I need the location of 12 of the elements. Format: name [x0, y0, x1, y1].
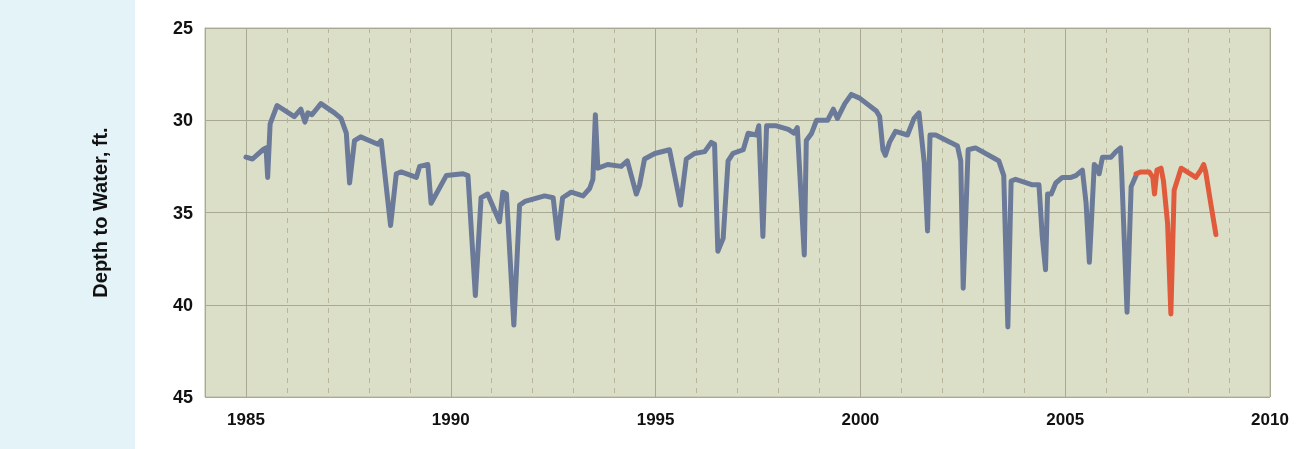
x-tick-label: 1985: [227, 410, 265, 429]
y-tick-label: 40: [172, 294, 193, 315]
y-tick-label: 35: [172, 202, 193, 223]
x-tick-label: 2000: [841, 410, 880, 429]
x-tick-label: 1990: [431, 410, 470, 429]
x-tick-label: 2010: [1251, 410, 1289, 429]
y-axis-title: Depth to Water, ft.: [89, 127, 111, 298]
x-tick-label: 1995: [636, 410, 675, 429]
y-tick-label: 30: [172, 110, 193, 131]
y-tick-label: 45: [172, 387, 193, 407]
x-tick-label: 2005: [1046, 410, 1085, 429]
y-tick-label: 25: [172, 18, 193, 38]
